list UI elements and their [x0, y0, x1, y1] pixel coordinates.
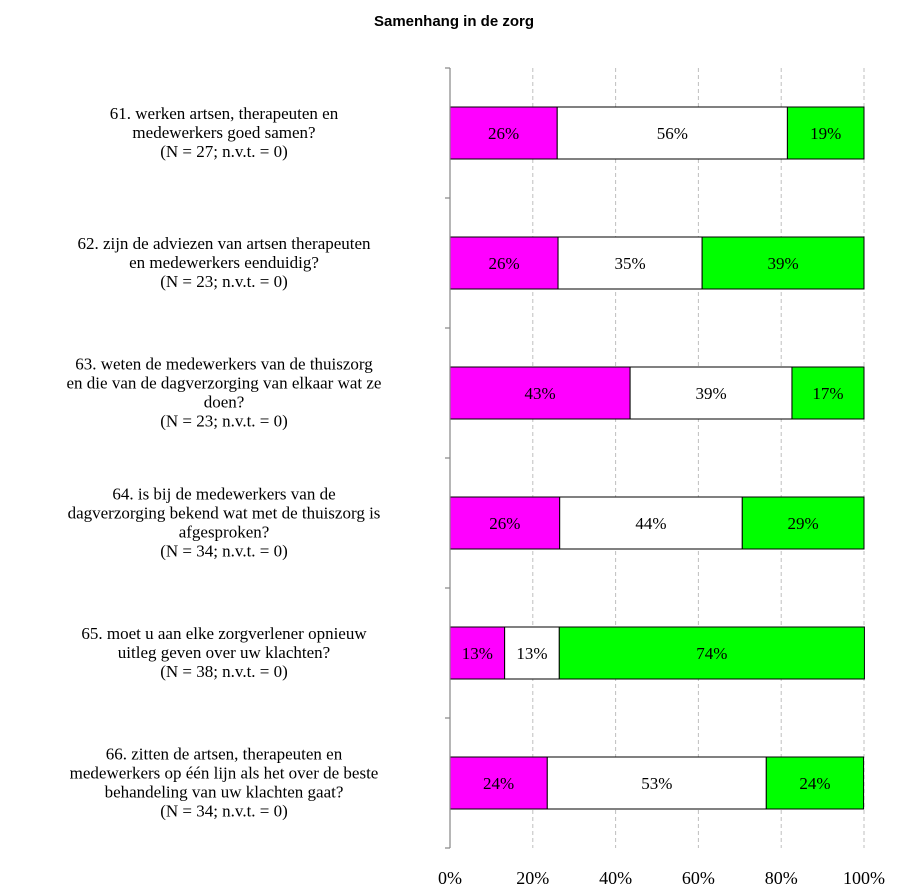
- bar-segment: [449, 496, 561, 550]
- bars: [449, 106, 865, 810]
- data-label: 43%: [524, 384, 555, 403]
- data-label: 53%: [641, 774, 672, 793]
- bar-segment: [791, 366, 865, 420]
- bar-segment: [765, 756, 865, 810]
- bar-segment: [558, 626, 865, 680]
- bar-segment: [741, 496, 865, 550]
- bar-segment: [701, 236, 865, 290]
- category-label: 65. moet u aan elke zorgverlener opnieuw…: [81, 624, 367, 681]
- data-label: 39%: [767, 254, 798, 273]
- bar-segment: [449, 366, 631, 420]
- category-label: 61. werken artsen, therapeuten en medewer…: [110, 104, 339, 161]
- data-label: 26%: [488, 254, 519, 273]
- category-label: 63. weten de medewerkers van de thuiszor…: [67, 355, 382, 431]
- category-labels: 61. werken artsen, therapeuten en medewer…: [67, 104, 382, 821]
- data-label: 26%: [489, 514, 520, 533]
- data-label: 44%: [635, 514, 666, 533]
- data-label: 24%: [483, 774, 514, 793]
- bar-segment: [629, 366, 793, 420]
- data-label: 35%: [615, 254, 646, 273]
- axes: [445, 67, 451, 849]
- data-label: 56%: [657, 124, 688, 143]
- bar-segment: [449, 626, 506, 680]
- x-tick-label: 40%: [599, 868, 632, 888]
- data-label: 24%: [799, 774, 830, 793]
- bar-segment: [504, 626, 560, 680]
- x-tick-label: 20%: [516, 868, 549, 888]
- x-tick-label: 80%: [765, 868, 798, 888]
- x-tick-label: 60%: [682, 868, 715, 888]
- data-label: 13%: [462, 644, 493, 663]
- chart-title: Samenhang in de zorg: [374, 13, 534, 30]
- gridlines: [532, 68, 865, 848]
- bar-segment: [559, 496, 743, 550]
- data-label: 26%: [488, 124, 519, 143]
- category-label: 62. zijn de adviezen van artsen therapeu…: [77, 234, 371, 291]
- data-label: 39%: [695, 384, 726, 403]
- x-tick-label: 0%: [438, 868, 462, 888]
- category-label: 66. zitten de artsen, therapeuten en mede…: [70, 745, 379, 821]
- data-labels: 26% 56% 19% 26% 35% 39% 43% 39% 17% 26% 44% 29% 13% 1…: [462, 124, 844, 793]
- x-tick-label: 100%: [843, 868, 885, 888]
- data-label: 17%: [812, 384, 843, 403]
- data-label: 13%: [516, 644, 547, 663]
- data-label: 74%: [696, 644, 727, 663]
- bar-segment: [556, 106, 788, 160]
- data-label: 29%: [788, 514, 819, 533]
- category-label: 64. is bij de medewerkers van de dagverzo…: [68, 485, 381, 561]
- bar-segment: [786, 106, 865, 160]
- x-tick-labels: 0% 20% 40% 60% 80% 100%: [438, 868, 885, 888]
- data-label: 19%: [810, 124, 841, 143]
- bar-segment: [557, 236, 703, 290]
